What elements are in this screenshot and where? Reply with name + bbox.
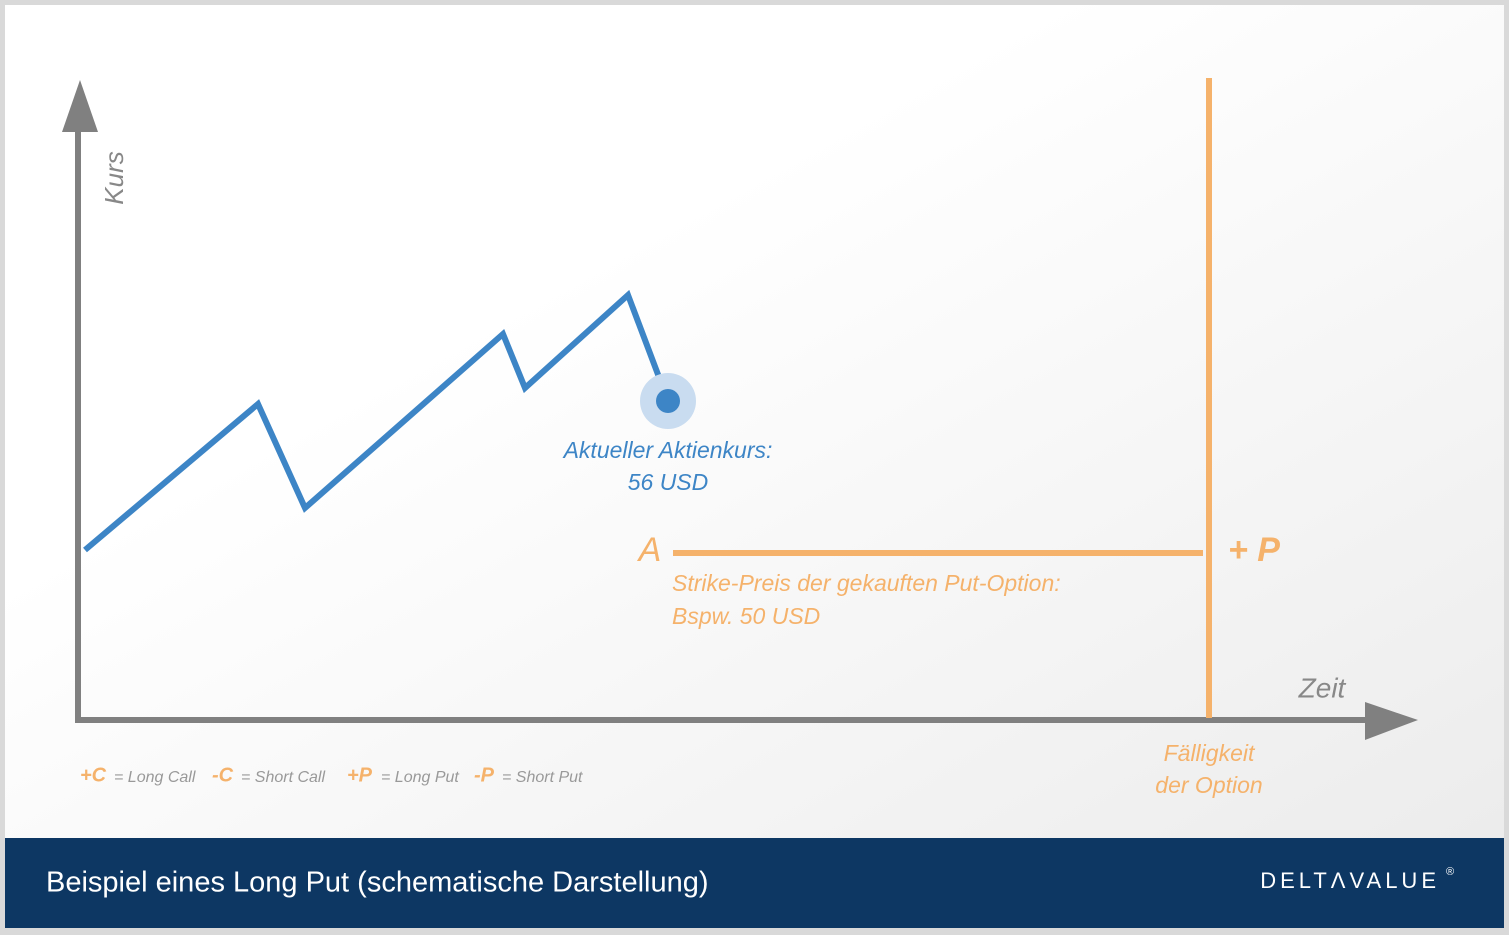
expiry-label: Fälligkeit [1164,740,1256,766]
x-axis-label: Zeit [1298,672,1347,703]
strike-value: Bspw. 50 USD [672,603,820,629]
current-price-value: 56 USD [628,469,709,495]
current-price-label: Aktueller Aktienkurs: [562,437,773,463]
logo-mark: ® [1446,866,1454,878]
y-arrow [62,80,98,132]
x-arrow [1365,702,1418,740]
price-path [83,289,671,553]
legend-symbol: +P [347,764,373,786]
background [5,5,1504,838]
legend-symbol: -C [212,764,234,786]
expiry-label: der Option [1155,772,1262,798]
legend-symbol: +C [80,764,107,786]
strike-marker: A [637,531,662,569]
price-dot [656,389,680,413]
legend-text: = Short Call [241,769,325,786]
strike-label: Strike-Preis der gekauften Put-Option: [672,570,1061,596]
legend-text: = Short Put [502,769,583,786]
position-label: + P [1228,531,1280,569]
footer-title: Beispiel eines Long Put (schematische Da… [46,867,709,899]
legend-text: = Long Call [114,769,196,786]
y-axis-label: Kurs [99,151,129,204]
legend-symbol: -P [474,764,495,786]
legend-text: = Long Put [381,769,459,786]
logo: DELTΛVALUE [1260,868,1440,893]
footer-band [5,838,1504,928]
